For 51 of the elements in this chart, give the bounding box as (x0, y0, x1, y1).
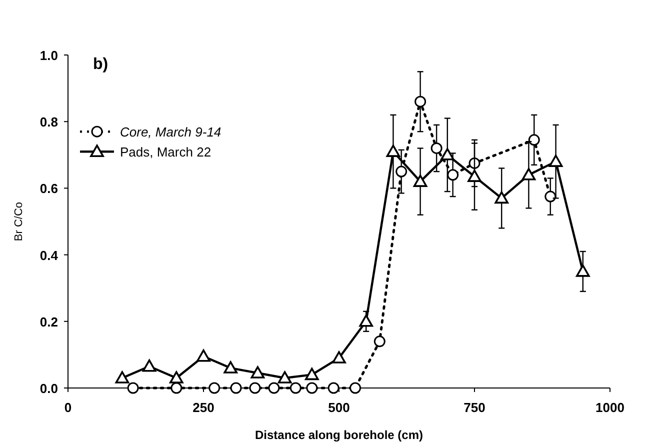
point (328, 382, 340, 394)
y-tick-label: 1.0 (40, 48, 58, 63)
point (196, 349, 210, 362)
point (224, 361, 238, 374)
y-tick-label: 0.2 (40, 314, 58, 330)
y-tick-label: 0.0 (40, 381, 58, 396)
point (413, 174, 428, 187)
point (230, 382, 242, 394)
point (170, 371, 184, 384)
point (374, 336, 386, 348)
point (576, 264, 590, 277)
point (548, 154, 563, 167)
x-axis-title: Distance along borehole (cm) (254, 428, 424, 442)
chart-title: b) (93, 56, 108, 73)
point (249, 382, 261, 394)
point (278, 371, 292, 384)
point (127, 382, 139, 394)
point (386, 144, 400, 157)
point (359, 314, 373, 327)
point (250, 366, 265, 378)
point (115, 371, 130, 384)
point (332, 351, 346, 364)
y-tick-label: 0.8 (40, 114, 58, 130)
point (208, 382, 220, 394)
y-axis-title: Br C/Co (13, 202, 25, 242)
point (544, 190, 556, 202)
legend-label: Pads, March 22 (120, 144, 212, 160)
point (468, 170, 482, 182)
point (396, 166, 408, 178)
x-tick-label: 1000 (596, 400, 624, 415)
point (350, 382, 362, 394)
point (142, 359, 156, 372)
point (305, 368, 319, 380)
y-tick-label: 0.6 (40, 181, 58, 196)
y-tick-label: 0.4 (40, 248, 59, 263)
x-tick-label: 250 (192, 400, 214, 415)
legend-label: Core, March 9-14 (120, 124, 222, 140)
point (522, 168, 536, 180)
point (440, 148, 454, 160)
x-tick-label: 750 (464, 400, 486, 415)
point (528, 134, 540, 146)
point (494, 191, 508, 204)
x-tick-label: 0 (64, 400, 72, 415)
point (170, 382, 182, 394)
point (414, 96, 426, 108)
point (430, 142, 442, 154)
point (290, 382, 302, 394)
point (447, 169, 459, 181)
x-tick-label: 500 (328, 400, 350, 415)
point (306, 382, 318, 394)
point (268, 382, 280, 394)
